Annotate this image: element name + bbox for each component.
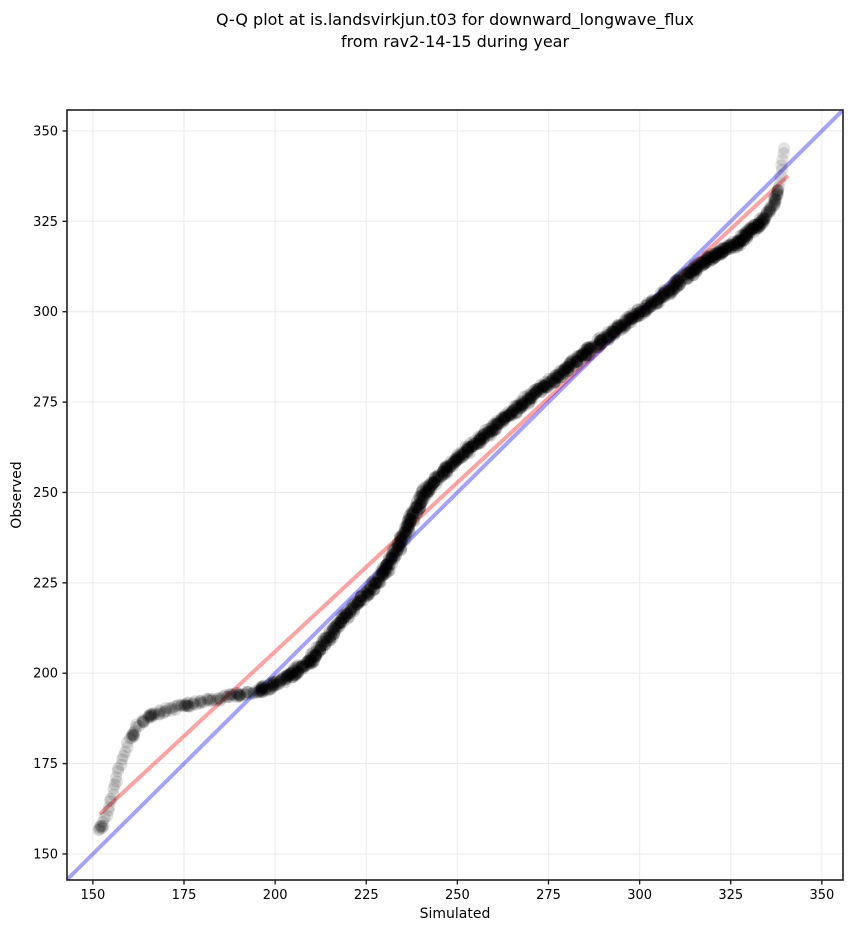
scatter-points (92, 142, 791, 837)
x-tick-label: 300 (627, 888, 652, 903)
x-axis-label: Simulated (419, 906, 491, 922)
x-tick-label: 275 (536, 888, 561, 903)
x-tick-label: 325 (718, 888, 743, 903)
axis-ticks: 150 175 200 225 250 275 300 325 350 150 175 200 225 2… (33, 124, 834, 903)
x-tick-label: 225 (354, 888, 379, 903)
x-tick-label: 350 (809, 888, 834, 903)
gridlines (67, 110, 843, 880)
x-tick-label: 250 (445, 888, 470, 903)
y-tick-label: 325 (33, 215, 58, 230)
y-tick-label: 225 (33, 576, 58, 591)
y-tick-label: 350 (33, 124, 58, 139)
y-tick-label: 275 (33, 396, 58, 411)
x-tick-label: 200 (263, 888, 288, 903)
x-tick-label: 150 (80, 888, 105, 903)
y-tick-label: 150 (33, 847, 58, 862)
identity-line (67, 110, 843, 880)
chart-title-line2: from rav2-14-15 during year (340, 32, 570, 51)
y-tick-label: 200 (33, 667, 58, 682)
axes-spines (66, 109, 844, 881)
reference-lines (67, 110, 843, 880)
y-tick-label: 175 (33, 757, 58, 772)
chart-title-line1: Q-Q plot at is.landsvirkjun.t03 for down… (215, 10, 695, 29)
fit-line (98, 174, 789, 816)
y-tick-label: 250 (33, 486, 58, 501)
y-tick-label: 300 (33, 305, 58, 320)
y-axis-label: Observed (9, 461, 25, 529)
x-tick-label: 175 (172, 888, 197, 903)
chart-title: Q-Q plot at is.landsvirkjun.t03 for down… (67, 9, 843, 53)
